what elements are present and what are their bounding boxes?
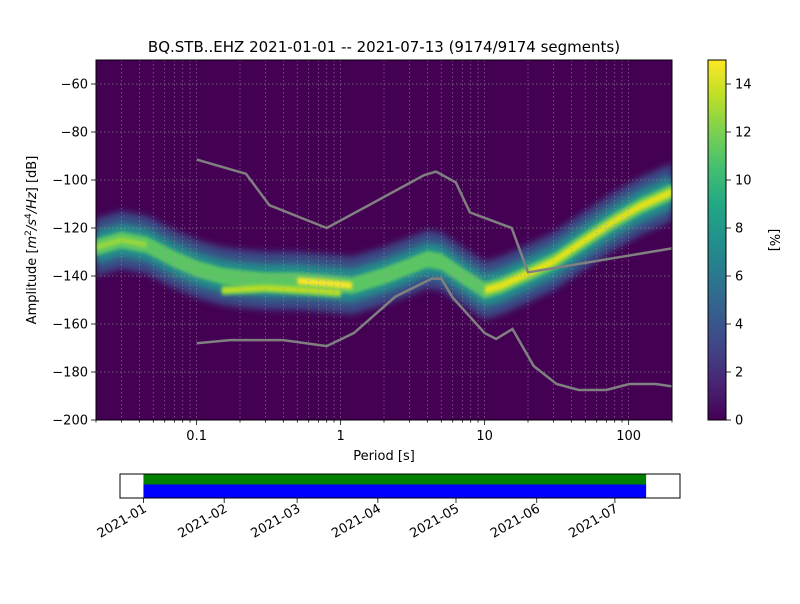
- colorbar-tick-label: 2: [735, 366, 743, 381]
- coverage-bar-bottom: [143, 484, 647, 498]
- y-axis: −60 −80 −100 −120 −140 −160 −180 −200: [52, 78, 96, 429]
- y-tick-label: −80: [61, 126, 88, 141]
- timeline-axis: 2021-01 2021-02 2021-03 2021-04 2021-05 2021-…: [95, 498, 621, 542]
- colorbar-tick-label: 6: [735, 270, 743, 285]
- x-tick-label: 100: [616, 429, 641, 444]
- density-peak-core-3: [96, 237, 147, 251]
- x-tick-label: 1: [337, 429, 345, 444]
- colorbar-tick-label: 8: [735, 222, 743, 237]
- y-tick-label: −160: [52, 318, 88, 333]
- grid-lines: [96, 60, 672, 420]
- timeline-tick-label: 2021-02: [176, 501, 231, 541]
- colorbar-axis: 0 2 4 6 8 10 12 14: [726, 78, 752, 429]
- colorbar: [707, 59, 727, 421]
- colorbar-tick-label: 10: [735, 174, 752, 189]
- colorbar-tick-label: 4: [735, 318, 743, 333]
- coverage-bar-top: [143, 474, 647, 485]
- y-tick-label: −100: [52, 174, 88, 189]
- timeline-tick-label: 2021-04: [329, 501, 384, 541]
- timeline-tick-label: 2021-01: [95, 501, 150, 541]
- x-tick-label: 10: [476, 429, 493, 444]
- y-tick-label: −60: [61, 78, 88, 93]
- timeline-tick-label: 2021-06: [488, 501, 543, 541]
- high-noise-model-line: [196, 158, 672, 274]
- x-axis: 0.1 1 10 100: [95, 420, 673, 444]
- density-secondary-core: [222, 286, 341, 295]
- y-tick-label: −200: [52, 414, 88, 429]
- y-tick-label: −120: [52, 222, 88, 237]
- colorbar-label: [%]: [766, 229, 781, 252]
- timeline-tick-label: 2021-03: [249, 501, 304, 541]
- timeline-coverage: [143, 474, 647, 498]
- density-peak-core-2: [484, 187, 672, 295]
- y-tick-label: −140: [52, 270, 88, 285]
- x-axis-label: Period [s]: [353, 449, 415, 464]
- colorbar-tick-label: 14: [735, 78, 752, 93]
- noise-models: [196, 158, 672, 392]
- colorbar-tick-label: 0: [735, 414, 743, 429]
- timeline-tick-label: 2021-07: [566, 501, 621, 541]
- low-noise-model-line: [196, 277, 672, 392]
- y-tick-label: −180: [52, 366, 88, 381]
- timeline-tick-label: 2021-05: [407, 501, 462, 541]
- y-axis-label: Amplitude [m2/s4/Hz] [dB]: [24, 156, 40, 325]
- chart-title: BQ.STB..EHZ 2021-01-01 -- 2021-07-13 (91…: [148, 38, 620, 56]
- colorbar-tick-label: 12: [735, 126, 752, 141]
- density-peak-core-1: [297, 277, 353, 290]
- x-tick-label: 0.1: [186, 429, 207, 444]
